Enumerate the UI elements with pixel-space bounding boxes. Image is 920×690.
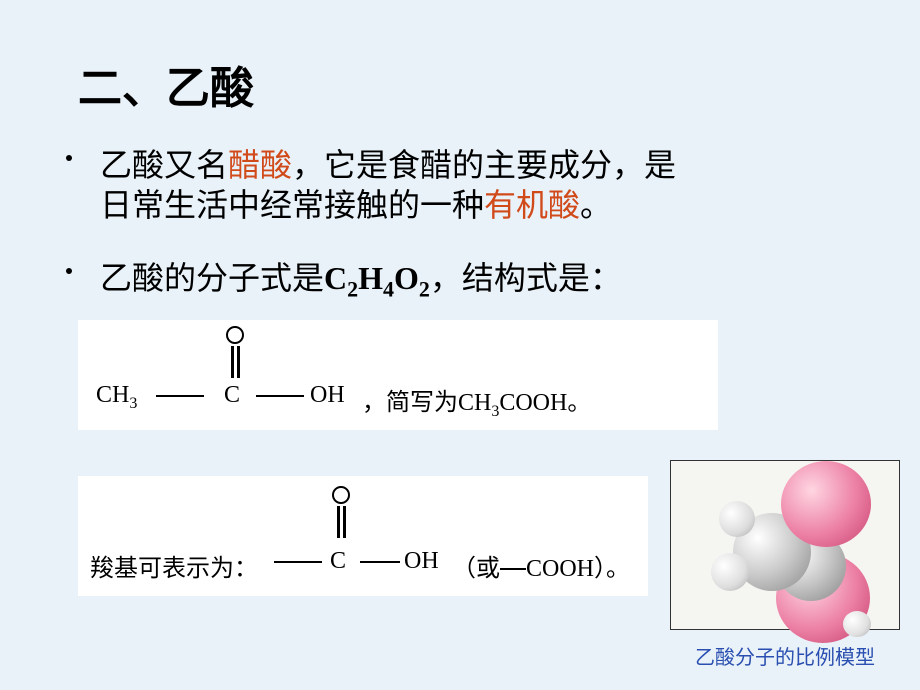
b1-red2: 有机酸 [484,187,580,223]
s2-po: （或 [452,556,500,582]
b2-pre: 乙酸的分子式是 [100,260,324,296]
bond-icon [360,561,400,563]
s1-oh: OH [310,382,345,409]
b2-C: C [324,260,347,296]
s1-tail-ch: CH [458,390,491,416]
molecule-model-caption: 乙酸分子的比例模型 [670,641,900,670]
hydrogen-ball-icon [711,553,749,591]
bullet-dot-icon [66,155,72,161]
oxygen-atom-icon [332,486,350,504]
hydrogen-ball-icon [843,611,871,637]
bullet-2-text: 乙酸的分子式是C2H4O2，结构式是： [70,258,622,303]
s1-tail: ，简写为CH3COOH。 [362,382,591,421]
s2-pc: ）。 [594,556,630,582]
double-bond-icon [337,506,340,538]
bullet-1: 乙酸又名醋酸，它是食醋的主要成分，是 日常生活中经常接触的一种有机酸。 [70,145,676,225]
b1-red1: 醋酸 [228,147,292,183]
s1-tail-post: 。 [567,390,591,416]
oxygen-ball-icon [781,461,871,547]
b2-post: ，结构式是： [430,260,622,296]
b2-s3: 2 [419,276,430,301]
s1-tail-cooh: COOH [499,390,567,416]
bullet-2: 乙酸的分子式是C2H4O2，结构式是： [70,258,622,303]
bullet-1-text: 乙酸又名醋酸，它是食醋的主要成分，是 日常生活中经常接触的一种有机酸。 [70,145,676,225]
s2-oh: OH [404,548,439,575]
b2-s1: 2 [347,276,358,301]
double-bond-icon [231,346,234,378]
bullet-dot-icon [66,268,72,274]
section-title: 二、乙酸 [78,52,254,116]
s1-tail-pre: ，简写为 [362,390,458,416]
b1-l2pre: 日常生活中经常接触的一种 [100,187,484,223]
hydrogen-ball-icon [719,501,755,537]
bond-icon [256,395,304,397]
structural-formula-1: CH3 C OH ，简写为CH3COOH。 [78,320,718,430]
molecule-model-image [670,460,900,630]
s1-ch3-s: 3 [129,395,137,412]
b1-l2post: 。 [580,187,612,223]
s2-paren: （或 COOH）。 [452,548,630,583]
b1-pre: 乙酸又名 [100,147,228,183]
b1-mid: ，它是食醋的主要成分，是 [292,147,676,183]
bond-icon [500,568,526,570]
s1-ch3: CH3 [96,382,137,413]
bond-icon [156,395,204,397]
s1-ch3-t: CH [96,382,129,408]
b2-s2: 4 [383,276,394,301]
s2-prefix: 羧基可表示为： [90,548,258,583]
oxygen-atom-icon [226,326,244,344]
bond-icon [274,561,322,563]
molecule-model: 乙酸分子的比例模型 [670,460,900,670]
b2-H: H [358,260,383,296]
s1-c: C [224,382,240,409]
s2-cooh: COOH [526,556,594,582]
structural-formula-2: 羧基可表示为： C OH （或 COOH）。 [78,476,648,596]
s2-c: C [330,548,346,575]
b2-O: O [394,260,419,296]
